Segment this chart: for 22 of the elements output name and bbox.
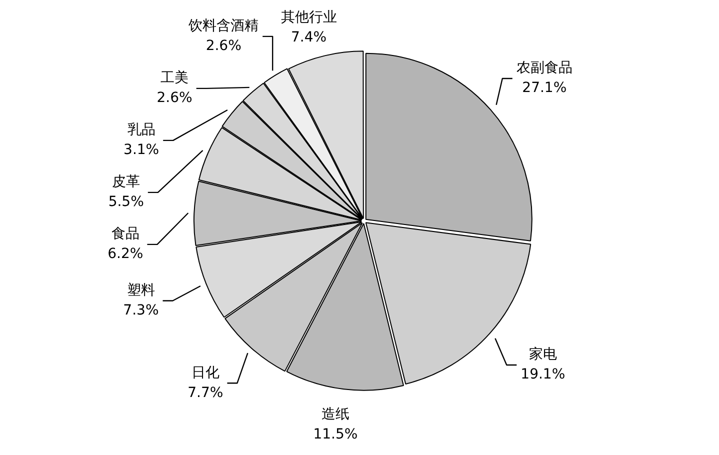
data-label: 7.3% xyxy=(123,302,159,318)
data-label: 11.5% xyxy=(313,426,358,443)
data-label: 6.2% xyxy=(108,246,144,262)
slice-label: 其他行业 xyxy=(280,10,337,26)
slice-label: 饮料含酒精 xyxy=(188,18,259,34)
data-label: 2.6% xyxy=(156,90,192,106)
slice-label: 食品 xyxy=(111,226,140,242)
slice-label: 造纸 xyxy=(321,406,350,423)
data-label: 7.4% xyxy=(290,30,327,46)
data-label: 3.1% xyxy=(124,142,160,158)
data-label: 27.1% xyxy=(522,80,567,96)
slice-label: 塑料 xyxy=(126,282,155,298)
data-label: 5.5% xyxy=(108,194,144,210)
data-label: 7.7% xyxy=(188,384,224,401)
data-label: 2.6% xyxy=(206,38,242,54)
slice-label: 乳品 xyxy=(127,122,156,138)
slice-label: 日化 xyxy=(191,364,220,381)
slice-label: 家电 xyxy=(528,346,557,363)
slice-label: 农副食品 xyxy=(516,60,572,76)
slice-label: 皮革 xyxy=(112,174,140,190)
data-label: 19.1% xyxy=(520,366,566,383)
slice-label: 工美 xyxy=(160,70,189,86)
